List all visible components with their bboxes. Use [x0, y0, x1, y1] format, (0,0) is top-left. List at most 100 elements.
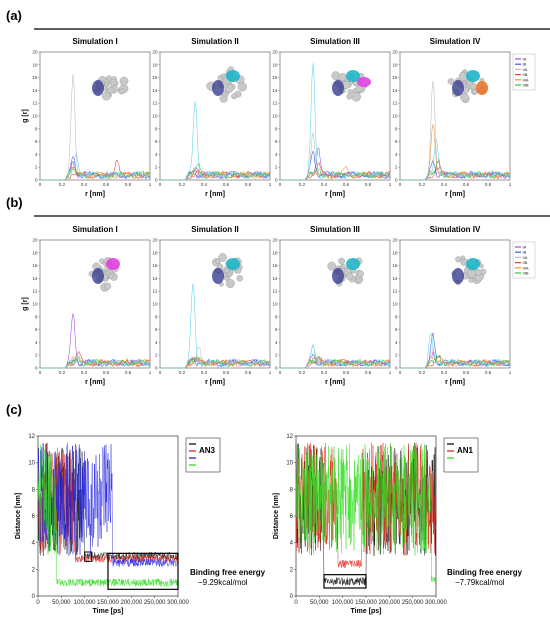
legend-label: IIA [523, 67, 528, 72]
protein-blob [104, 82, 109, 87]
x-tick-label: 300,000 [167, 600, 189, 606]
x-tick-label: 0.8 [485, 370, 492, 375]
rdf-panel-a-4: Simulation IV 0 2 4 6 8 10 12 14 16 18 20 0 0.2 0.4 0.6… [392, 37, 536, 198]
x-tick-label: 300,000 [425, 600, 447, 606]
rdf-panel-a-2: Simulation II 0 2 4 6 8 10 12 14 16 18 20 0 0.2 0.4 0.6… [152, 37, 271, 198]
rdf-panel-b-4: Simulation IV 0 2 4 6 8 10 12 14 16 18 20 0 0.2 0.4 0.6… [392, 225, 536, 386]
rdf-series-line [400, 354, 511, 369]
x-tick-label: 1 [149, 370, 152, 375]
x-tick-label: 0.6 [103, 182, 110, 187]
x-tick-label: 150,000 [355, 600, 377, 606]
protein-structure-icon [206, 66, 247, 103]
plot-title: Simulation IV [430, 225, 481, 234]
y-tick-label: 0 [395, 178, 398, 183]
y-tick-label: 4 [35, 340, 38, 345]
y-tick-label: 20 [272, 238, 278, 243]
y-tick-label: 14 [272, 276, 278, 281]
legend-box [443, 437, 479, 473]
rdf-series-line [280, 344, 391, 369]
legend-box [512, 241, 536, 279]
y-tick-label: 0 [275, 178, 278, 183]
x-tick-label: 0.2 [299, 370, 306, 375]
rdf-series-line [40, 153, 151, 181]
y-tick-label: 14 [392, 276, 398, 281]
protein-blob [237, 82, 247, 92]
plateau-highlight-box [323, 574, 367, 589]
protein-structure-icon [447, 69, 488, 104]
y-tick-label: 0 [35, 178, 38, 183]
x-tick-label: 50,000 [310, 600, 329, 606]
protein-site-highlight-2 [357, 77, 371, 87]
protein-structure-icon [451, 255, 487, 286]
x-tick-label: 0.8 [125, 182, 132, 187]
distance-panel-2: 0 2 4 6 8 10 12 0 50,000 100,000 150,000 200,000 250… [273, 434, 479, 615]
x-tick-label: 1 [509, 370, 512, 375]
legend-label: IIA [523, 255, 528, 260]
distance-series-line [295, 442, 437, 584]
x-tick-label: 0.4 [321, 182, 328, 187]
x-tick-label: 1 [269, 370, 272, 375]
rdf-panel-b-2: Simulation II 0 2 4 6 8 10 12 14 16 18 20 0 0.2 0.4 0.6… [152, 225, 271, 386]
y-tick-label: 20 [272, 50, 278, 55]
protein-structure-icon [88, 257, 120, 292]
rdf-series-line [160, 283, 271, 369]
y-tick-label: 20 [32, 238, 38, 243]
protein-blob [479, 263, 484, 269]
legend: AN1 [443, 437, 479, 473]
legend-label: IB [523, 250, 527, 255]
x-tick-label: 1 [389, 182, 392, 187]
legend-box [185, 437, 221, 473]
protein-domain-dark [332, 268, 344, 284]
y-tick-label: 0 [275, 366, 278, 371]
x-tick-label: 0.2 [419, 182, 426, 187]
protein-domain-dark [92, 268, 104, 284]
y-tick-label: 16 [152, 75, 158, 80]
x-axis-label: Time [ps] [93, 608, 124, 615]
x-tick-label: 0 [294, 600, 298, 606]
x-tick-label: 0.2 [299, 182, 306, 187]
protein-domain-dark [212, 268, 224, 284]
y-tick-label: 10 [272, 302, 278, 307]
protein-domain-dark [452, 268, 464, 284]
legend-title: AN3 [199, 446, 216, 455]
x-tick-label: 0 [159, 182, 162, 187]
y-tick-label: 16 [392, 75, 398, 80]
y-tick-label: 8 [155, 126, 158, 131]
rdf-series-line [400, 332, 511, 369]
x-tick-label: 0.6 [223, 370, 230, 375]
y-tick-label: 20 [392, 50, 398, 55]
y-tick-label: 8 [155, 314, 158, 319]
y-tick-label: 18 [32, 62, 38, 67]
x-axis-label: r [nm] [205, 191, 225, 198]
x-tick-label: 0.4 [81, 370, 88, 375]
y-tick-label: 14 [32, 88, 38, 93]
protein-site-highlight [226, 70, 240, 82]
y-tick-label: 2 [35, 353, 38, 358]
legend: AN3 [185, 437, 221, 473]
plot-title: Simulation II [191, 37, 239, 46]
x-tick-label: 0.2 [419, 370, 426, 375]
y-tick-label: 0 [290, 594, 294, 600]
legend-label: IB [523, 62, 527, 67]
binding-label-an1: Binding free energy [447, 568, 523, 577]
x-axis-label: r [nm] [325, 191, 345, 198]
x-tick-label: 250,000 [144, 600, 166, 606]
protein-blob [474, 269, 482, 276]
plot-title: Simulation II [191, 225, 239, 234]
protein-site-highlight [346, 70, 360, 82]
legend-label: IIIB [523, 83, 529, 88]
y-tick-label: 8 [275, 126, 278, 131]
y-tick-label: 16 [32, 263, 38, 268]
x-tick-label: 0 [39, 182, 42, 187]
protein-blob [468, 277, 474, 283]
protein-blob [101, 91, 111, 101]
y-tick-label: 4 [275, 152, 278, 157]
y-tick-label: 0 [35, 366, 38, 371]
protein-blob [236, 275, 243, 282]
y-axis-label: Distance [nm] [273, 493, 280, 539]
protein-domain-dark [452, 80, 464, 96]
x-axis-label: r [nm] [85, 191, 105, 198]
y-tick-label: 16 [392, 263, 398, 268]
x-tick-label: 200,000 [120, 600, 142, 606]
